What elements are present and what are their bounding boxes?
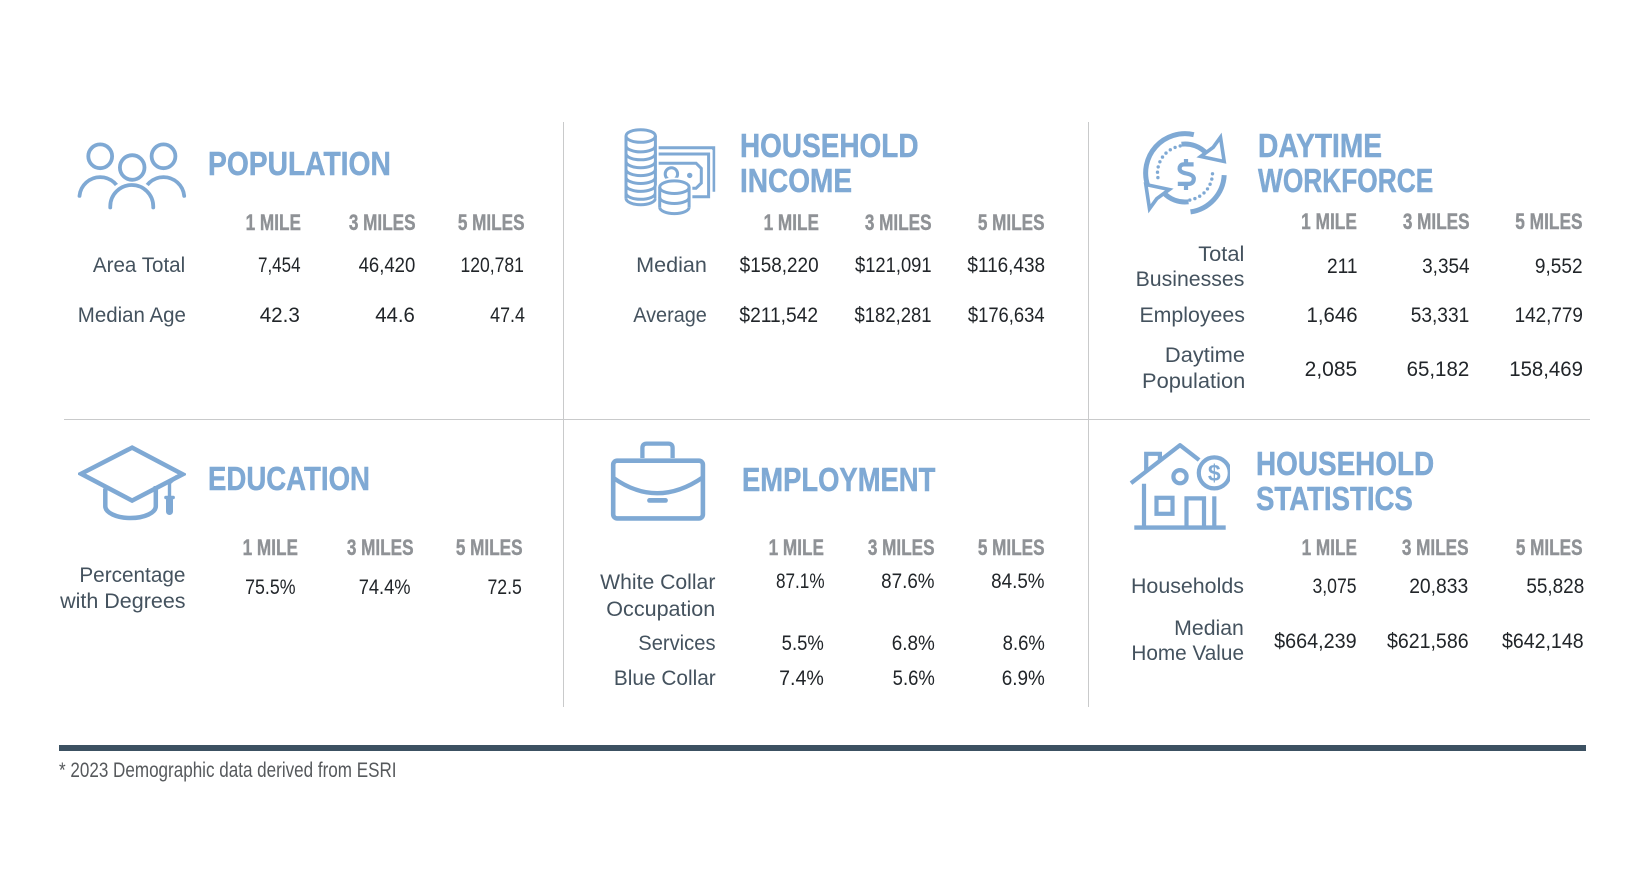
svg-text:$: $	[1208, 460, 1221, 486]
